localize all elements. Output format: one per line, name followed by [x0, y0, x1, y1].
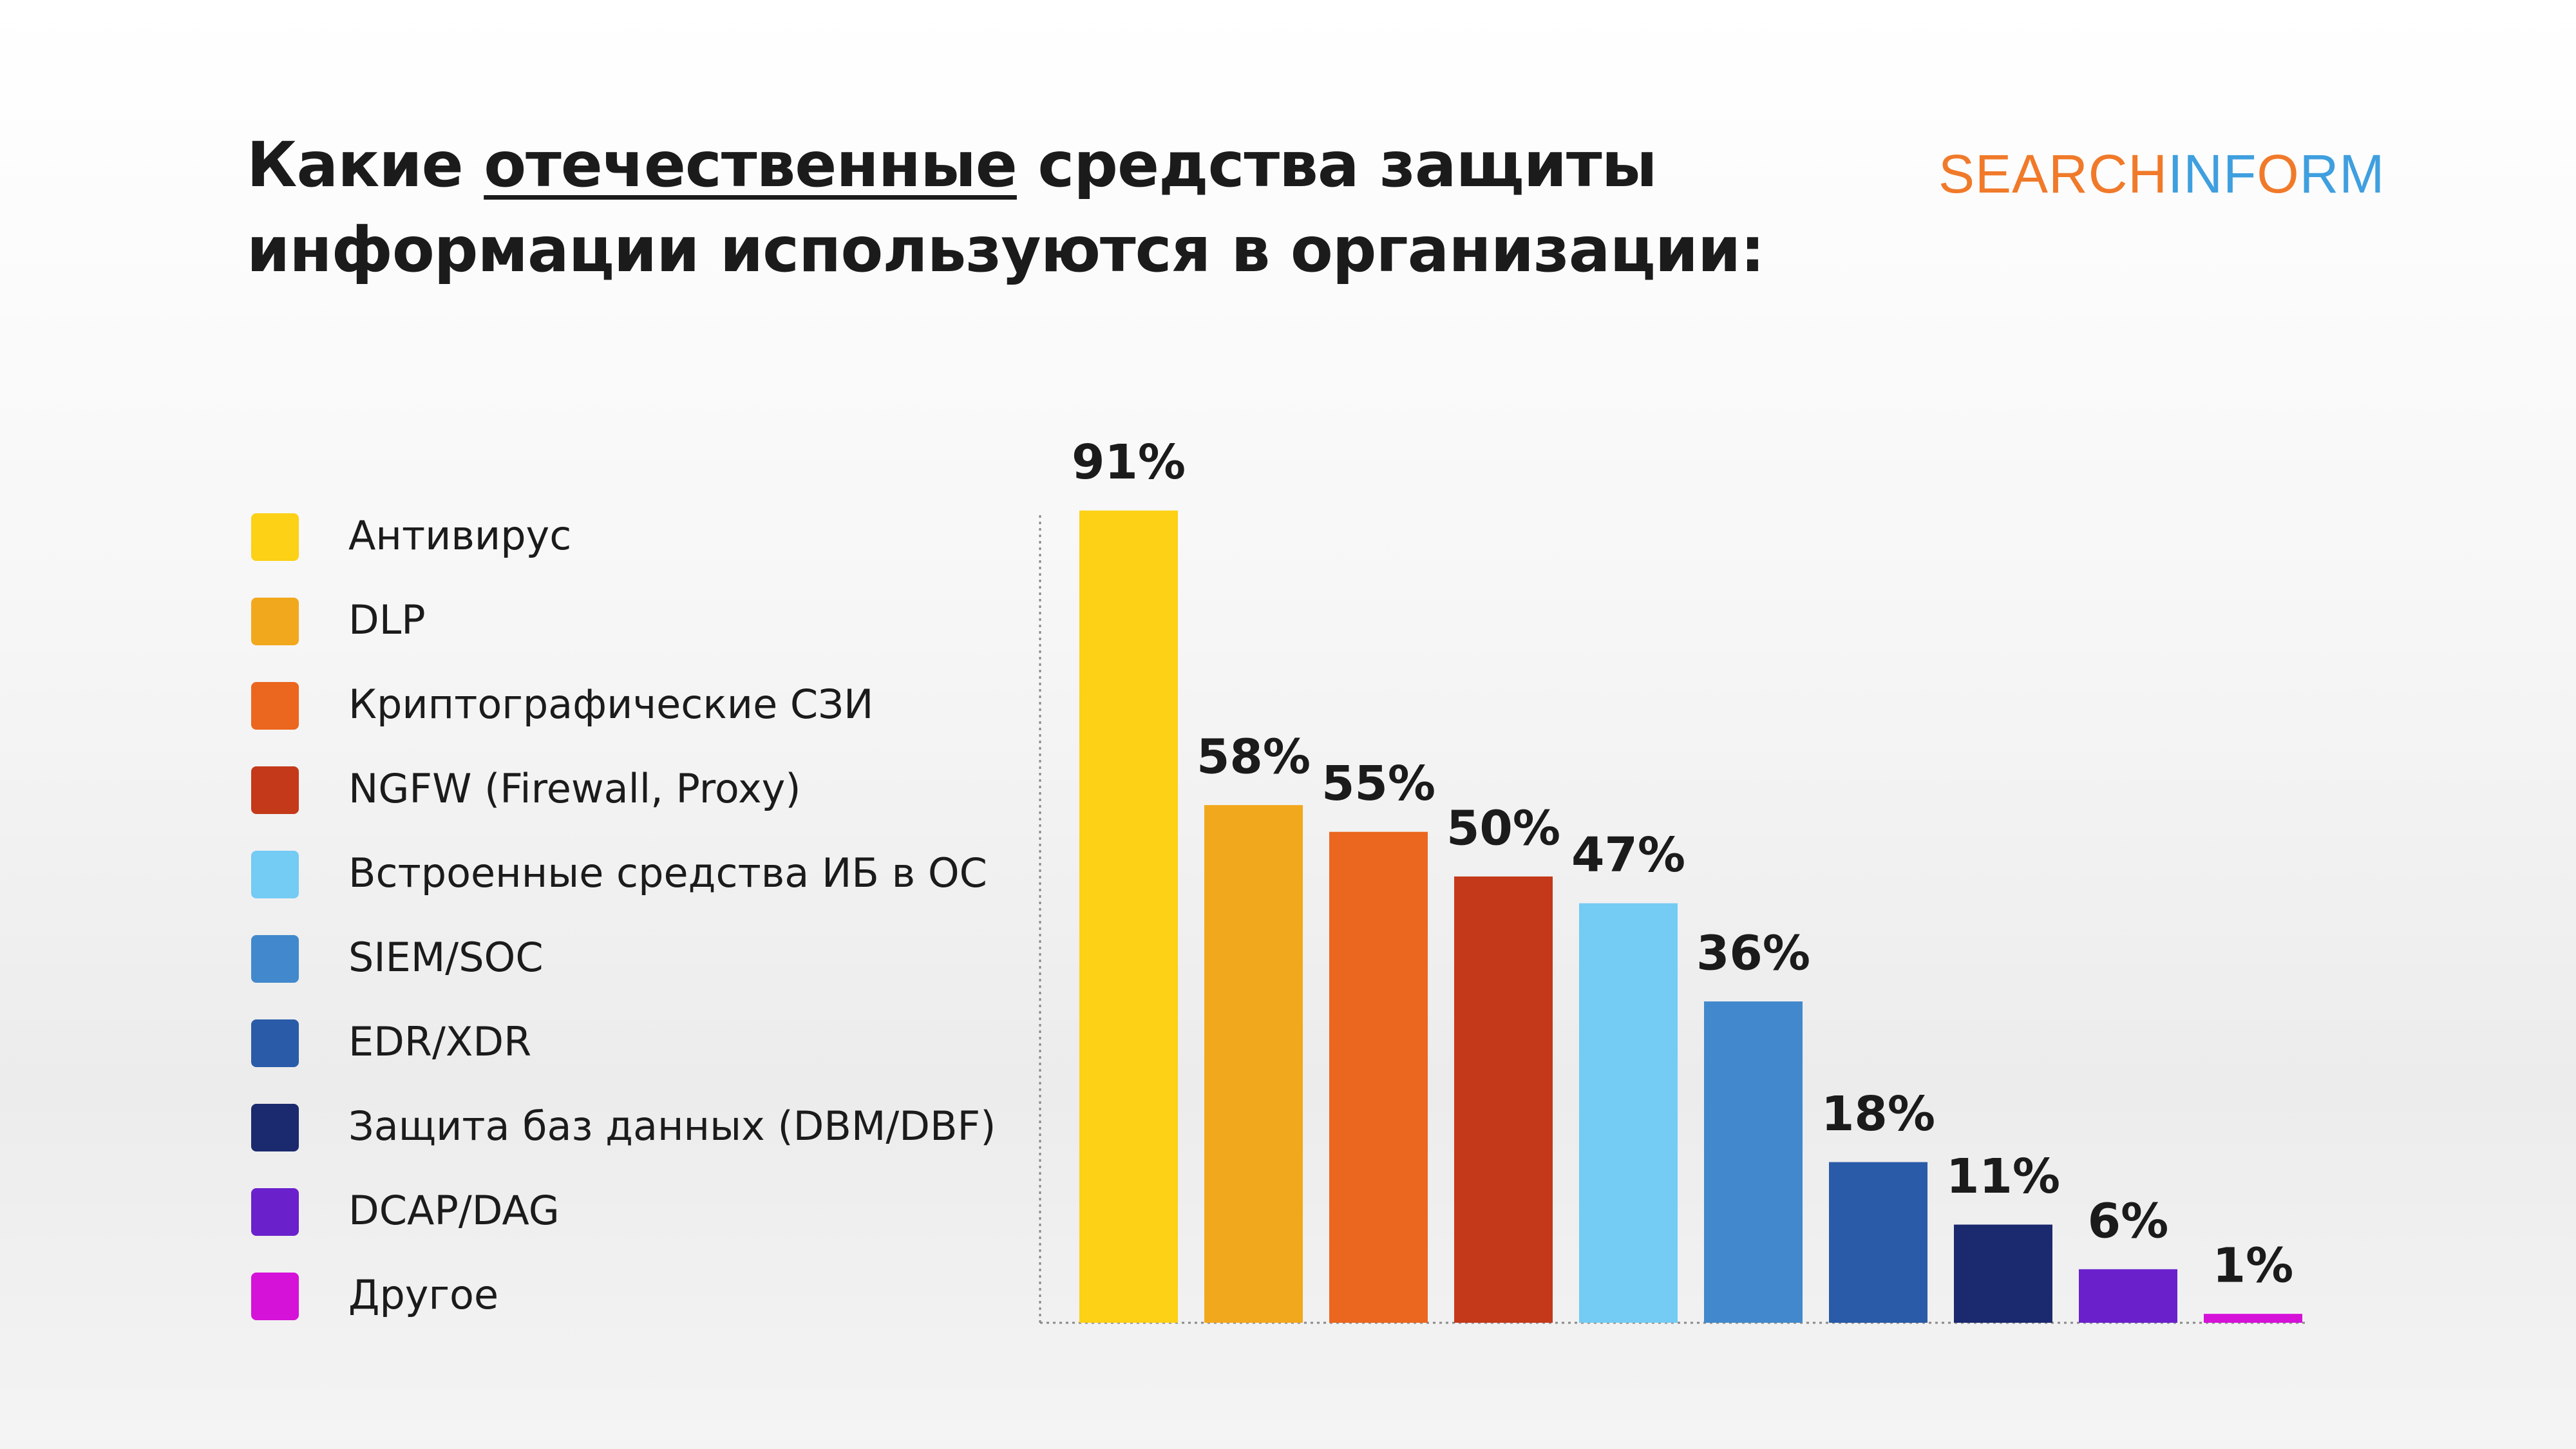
legend-label: Другое [348, 1271, 498, 1318]
value-label: 36% [1696, 926, 1810, 981]
value-label: 55% [1321, 756, 1435, 811]
bar [1954, 1224, 2052, 1323]
title-lead: Какие [247, 129, 464, 201]
legend-swatch [251, 1104, 299, 1151]
value-label: 11% [1946, 1149, 2060, 1204]
logo: SEARCHINFORM [1938, 143, 2385, 205]
bar [2204, 1314, 2302, 1323]
bar [1329, 831, 1428, 1323]
legend-swatch [251, 598, 299, 645]
legend-swatch [251, 1019, 299, 1067]
title-underlined: отечественные [484, 129, 1018, 201]
legend-label: DCAP/DAG [348, 1187, 560, 1234]
legend-label: Криптографические СЗИ [348, 681, 873, 728]
legend-label: EDR/XDR [348, 1018, 531, 1065]
value-label: 18% [1821, 1086, 1935, 1142]
title-rest: средства защиты информации используются … [247, 129, 1765, 286]
logo-part: O [2257, 144, 2300, 204]
legend-swatch [251, 1188, 299, 1236]
bar [1829, 1162, 1927, 1323]
legend-label: Антивирус [348, 512, 571, 559]
legend-swatch [251, 935, 299, 983]
title: Какие отечественные средства защиты инфо… [247, 122, 1792, 292]
legend-swatch [251, 766, 299, 814]
legend-label: Защита баз данных (DBM/DBF) [348, 1103, 996, 1150]
value-label: 91% [1072, 435, 1186, 490]
bar [1079, 510, 1178, 1323]
bar [1204, 805, 1303, 1323]
legend-swatch [251, 682, 299, 730]
value-label: 1% [2213, 1238, 2294, 1294]
bar [2079, 1269, 2177, 1323]
logo-part: INF [2168, 144, 2257, 204]
bar [1454, 876, 1553, 1323]
value-label: 58% [1197, 730, 1311, 785]
bar [1704, 1001, 1803, 1323]
legend-label: Встроенные средства ИБ в ОС [348, 849, 987, 896]
value-label: 47% [1571, 828, 1685, 883]
value-label: 6% [2088, 1193, 2169, 1249]
legend-swatch [251, 1273, 299, 1320]
legend-swatch [251, 513, 299, 561]
legend-label: SIEM/SOC [348, 934, 544, 981]
logo-part: SEARCH [1938, 144, 2168, 204]
bar [1579, 903, 1678, 1323]
legend-label: NGFW (Firewall, Proxy) [348, 765, 801, 812]
logo-part: RM [2299, 144, 2385, 204]
value-label: 50% [1446, 801, 1560, 857]
legend-swatch [251, 851, 299, 898]
legend-label: DLP [348, 596, 426, 643]
